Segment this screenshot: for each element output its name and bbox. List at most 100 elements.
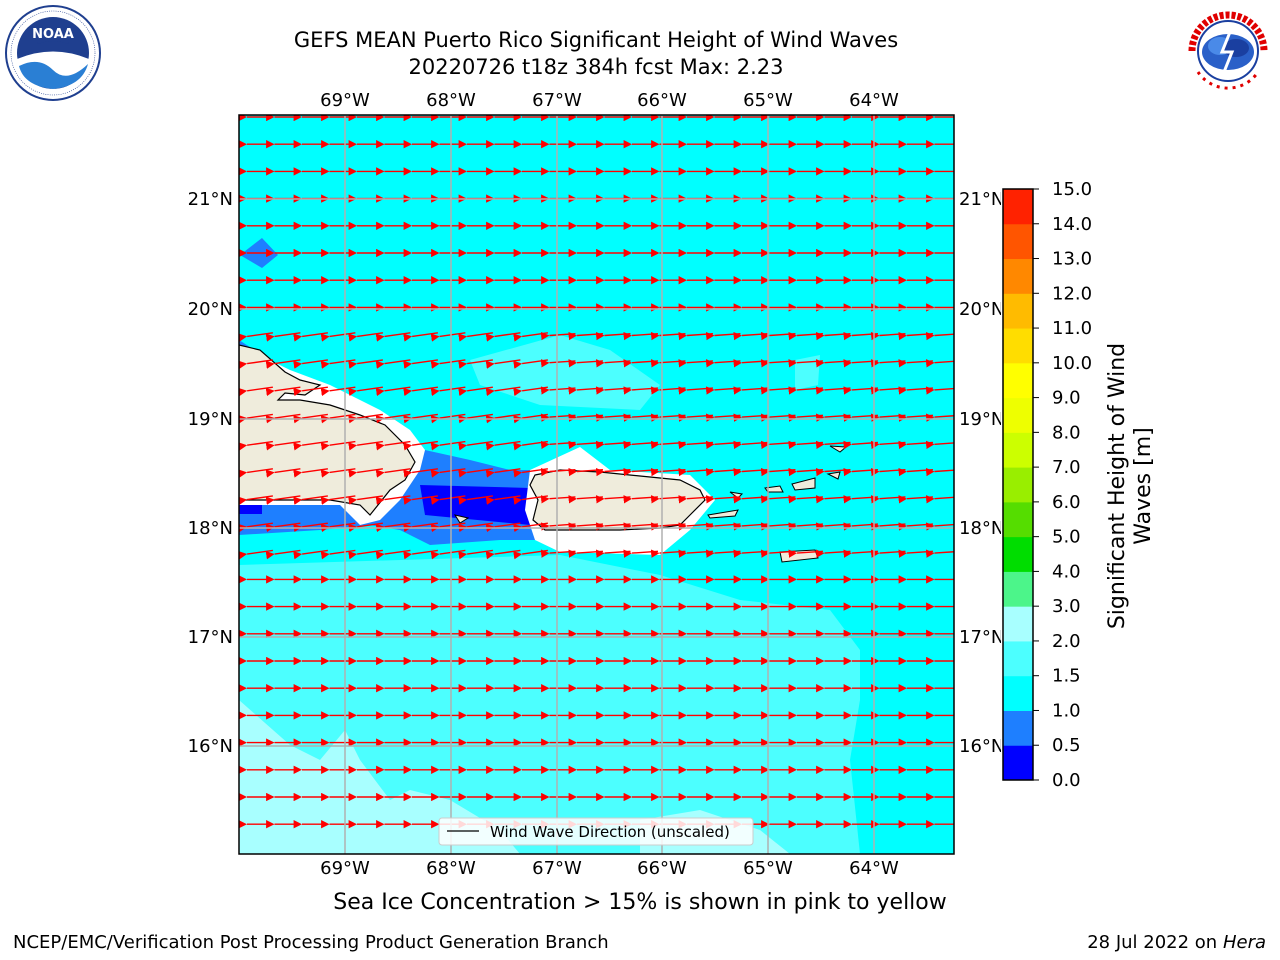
- chart-title-line1: GEFS MEAN Puerto Rico Significant Height…: [293, 28, 899, 52]
- lat-label-left: 17°N: [188, 627, 233, 648]
- wind-wave-arrow: [403, 495, 438, 505]
- wind-wave-arrow: [430, 495, 466, 505]
- wind-wave-arrow: [348, 332, 383, 342]
- wind-wave-arrow: [320, 522, 356, 533]
- wind-wave-arrow: [485, 359, 521, 369]
- colorbar-swatch: [1003, 501, 1033, 538]
- colorbar-swatch: [1003, 536, 1033, 572]
- lon-label-bottom: 68°W: [426, 858, 476, 879]
- wind-wave-arrow: [485, 522, 521, 533]
- colorbar-tick-label: 4.0: [1052, 561, 1081, 582]
- wind-wave-arrow: [293, 549, 328, 560]
- wind-wave-arrow: [485, 440, 521, 451]
- wind-wave-arrow: [925, 413, 954, 422]
- colorbar-ticks: 0.0 0.5 1.0 1.5 2.0 3.0 4.0 5.0 6.0 7.0 8.0 9.0 10.0…: [1033, 179, 1092, 791]
- lat-label-right: 17°N: [959, 627, 1004, 648]
- wind-wave-arrow: [430, 332, 466, 342]
- colorbar-swatch: [1003, 432, 1033, 468]
- wind-wave-arrow: [485, 468, 521, 478]
- lat-label-right: 16°N: [959, 736, 1004, 757]
- lon-label-top: 68°W: [426, 90, 476, 111]
- lat-label-right: 18°N: [959, 518, 1004, 539]
- wind-wave-arrow: [265, 359, 301, 369]
- wind-wave-arrow: [375, 468, 411, 478]
- wind-wave-arrow: [239, 468, 273, 478]
- colorbar-tick-label: 7.0: [1052, 457, 1081, 478]
- wind-wave-arrow: [485, 332, 521, 342]
- wind-wave-arrow: [925, 331, 954, 341]
- wind-wave-arrow: [265, 549, 301, 560]
- wind-wave-arrow: [320, 359, 356, 369]
- wind-wave-arrow: [403, 386, 438, 397]
- chart-title-line2: 20220726 t18z 384h fcst Max: 2.23: [408, 55, 784, 79]
- lon-label-top: 64°W: [849, 90, 899, 111]
- map-gridlines: [239, 115, 954, 854]
- land-tortola: [791, 477, 816, 491]
- lat-label-right: 20°N: [959, 299, 1004, 320]
- wind-wave-arrow: [320, 332, 356, 342]
- wind-wave-arrow: [293, 495, 328, 505]
- wind-wave-arrow: [403, 413, 438, 424]
- wind-wave-arrow: [293, 386, 328, 397]
- wind-wave-arrow: [430, 359, 466, 369]
- colorbar: 0.0 0.5 1.0 1.5 2.0 3.0 4.0 5.0 6.0 7.0 8.0 9.0 10.0…: [1001, 179, 1156, 791]
- wind-wave-arrow: [265, 413, 301, 424]
- wind-wave-arrow: [925, 440, 954, 450]
- wind-wave-arrow: [348, 495, 383, 505]
- colorbar-swatches: [1003, 189, 1033, 781]
- land-small-island: [829, 445, 848, 453]
- wind-wave-arrow: [458, 413, 493, 424]
- colorbar-swatch: [1003, 397, 1033, 433]
- lat-label-left: 21°N: [188, 189, 233, 210]
- wind-wave-arrow: [925, 549, 954, 558]
- wind-wave-arrow: [320, 468, 356, 478]
- wind-wave-arrow: [485, 386, 521, 397]
- lat-label-left: 18°N: [188, 518, 233, 539]
- colorbar-swatch: [1003, 606, 1033, 642]
- wind-wave-arrow: [403, 549, 438, 560]
- lat-label-left: 19°N: [188, 409, 233, 430]
- wind-wave-arrow: [348, 386, 383, 397]
- wind-wave-arrow: [925, 495, 954, 504]
- wind-wave-arrow: [293, 440, 328, 451]
- wave-field-0p0-mona: [420, 485, 530, 525]
- wind-wave-arrow: [925, 467, 954, 477]
- colorbar-swatch: [1003, 223, 1033, 260]
- wind-wave-arrow: [375, 549, 411, 560]
- wind-wave-arrow: [239, 359, 273, 369]
- noaa-logo: NOAA: [5, 5, 101, 101]
- colorbar-tick-label: 0.5: [1052, 735, 1081, 756]
- wind-wave-arrow: [925, 522, 954, 531]
- lon-label-bottom: 67°W: [532, 858, 582, 879]
- footer-date: 28 Jul 2022 on Hera: [1087, 932, 1266, 953]
- colorbar-swatch: [1003, 571, 1033, 607]
- lat-label-left: 16°N: [188, 736, 233, 757]
- colorbar-tick-label: 14.0: [1052, 214, 1092, 235]
- wind-wave-arrow: [293, 359, 328, 369]
- colorbar-tick-label: 1.5: [1052, 666, 1081, 687]
- wind-wave-arrow: [375, 495, 411, 505]
- wind-wave-arrow: [320, 386, 356, 397]
- colorbar-swatch: [1003, 258, 1033, 294]
- footer-branch: NCEP/EMC/Verification Post Processing Pr…: [13, 932, 609, 953]
- wind-wave-arrow: [375, 359, 411, 369]
- wave-field-1p5: [239, 555, 860, 854]
- map-legend-label: Wind Wave Direction (unscaled): [490, 823, 730, 841]
- wind-wave-arrow: [348, 549, 383, 560]
- wind-wave-arrow: [403, 332, 438, 342]
- wind-wave-arrow: [458, 440, 493, 451]
- lon-label-bottom: 66°W: [637, 858, 687, 879]
- wind-wave-arrow: [239, 495, 273, 505]
- nws-logo: [1182, 5, 1274, 97]
- wind-wave-arrow: [485, 549, 521, 560]
- lon-label-bottom: 65°W: [743, 858, 793, 879]
- lat-label-left: 20°N: [188, 299, 233, 320]
- wind-wave-arrow: [239, 413, 273, 424]
- wind-wave-arrow: [265, 495, 301, 505]
- colorbar-swatch: [1003, 710, 1033, 746]
- wind-wave-arrow: [265, 386, 301, 397]
- wind-wave-arrow: [320, 495, 356, 505]
- wind-wave-arrow: [458, 386, 493, 397]
- wind-wave-arrow: [320, 549, 356, 560]
